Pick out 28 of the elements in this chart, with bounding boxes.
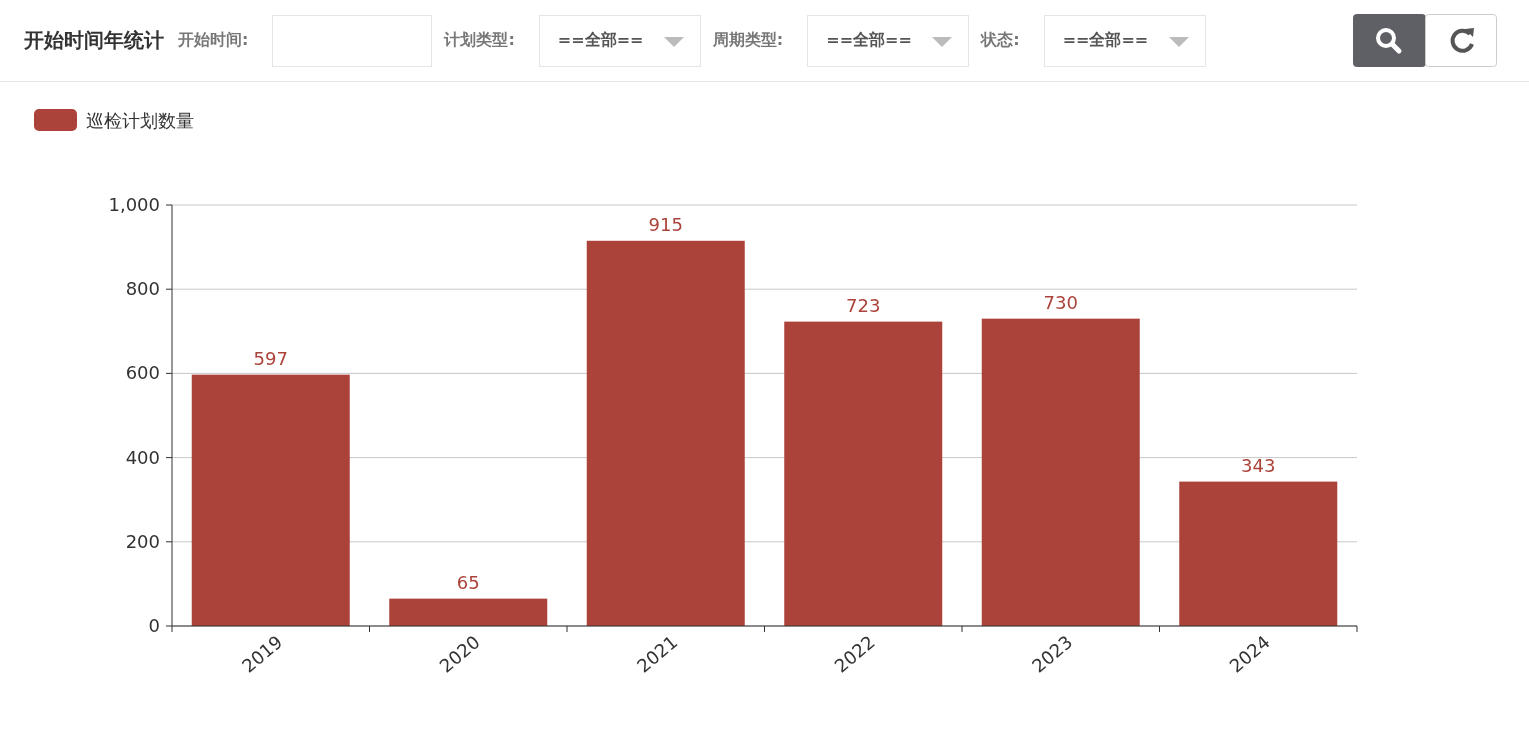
data-label: 730 — [1043, 291, 1078, 313]
dropdown-select: ==全部== — [807, 14, 970, 67]
bar — [1179, 481, 1338, 626]
bar — [784, 321, 943, 626]
y-tick-label: 1,000 — [108, 194, 160, 215]
legend: 巡检计划数量 — [34, 109, 194, 131]
dropdown-select: ==全部== — [1043, 14, 1206, 67]
dropdown-select: ==全部== — [538, 14, 701, 67]
text: 状态: — [981, 30, 1020, 51]
y-tick-label: 0 — [148, 615, 160, 636]
bar — [191, 374, 350, 626]
legend-label: 巡检计划数量 — [86, 110, 194, 131]
y-tick-label: 400 — [125, 446, 160, 468]
chart-title: 开始时间年统计 — [24, 27, 164, 54]
data-label: 915 — [648, 213, 683, 235]
y-tick-label: 600 — [125, 362, 160, 384]
text: 开始时间: — [178, 30, 249, 51]
data-label: 597 — [253, 347, 288, 369]
data-label: 65 — [456, 571, 480, 593]
data-label: 343 — [1241, 454, 1276, 476]
data-label: 723 — [846, 294, 881, 316]
y-tick-label: 200 — [125, 530, 160, 552]
bar — [586, 240, 745, 626]
text: 周期类型: — [712, 30, 784, 51]
text: 计划类型: — [444, 30, 515, 51]
bar — [389, 598, 548, 626]
bar — [981, 318, 1140, 626]
y-tick-label: 800 — [125, 278, 160, 300]
